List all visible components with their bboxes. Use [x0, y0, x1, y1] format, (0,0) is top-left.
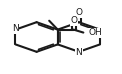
- Text: O: O: [70, 16, 77, 25]
- Text: OH: OH: [88, 28, 102, 37]
- Text: O: O: [75, 8, 82, 17]
- Text: N: N: [76, 48, 82, 57]
- Text: N: N: [12, 24, 19, 33]
